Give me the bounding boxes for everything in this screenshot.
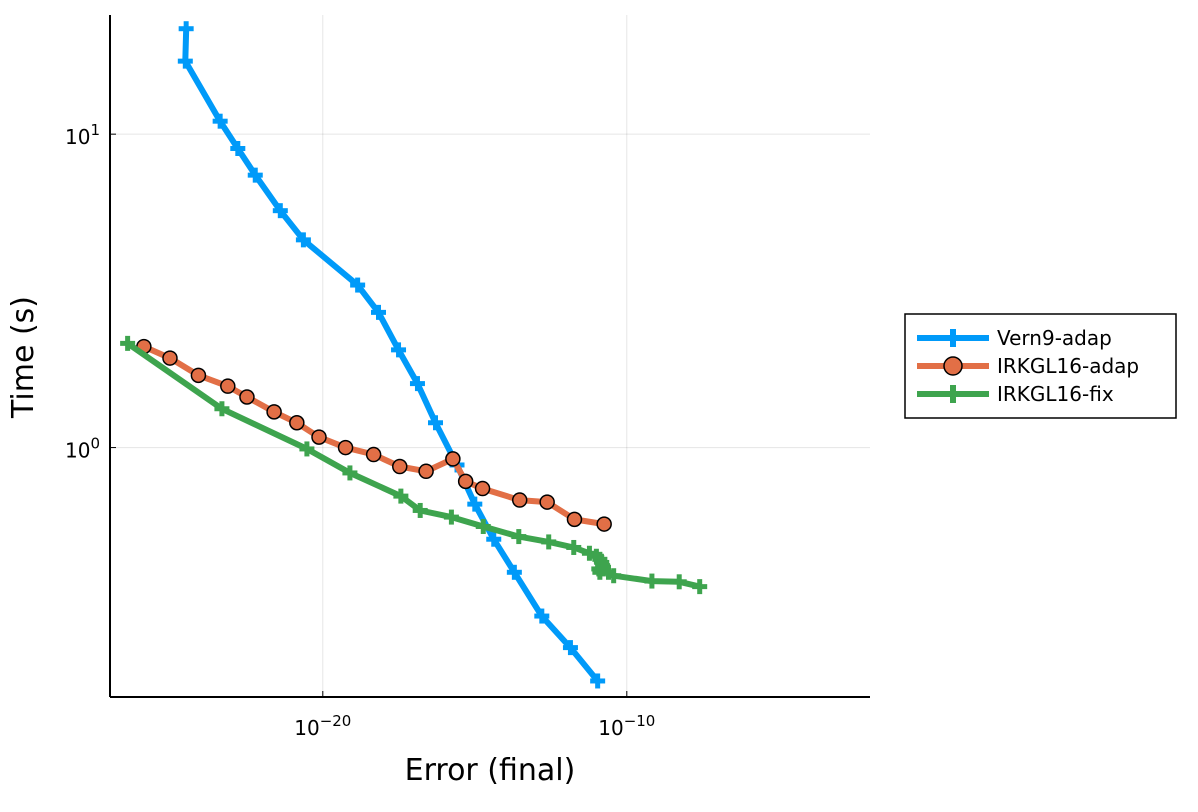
- series-Vern9-adap: [177, 21, 606, 689]
- data-point: [311, 429, 327, 445]
- legend-item: IRKGL16-fix: [917, 382, 1114, 406]
- data-point: [220, 378, 236, 394]
- series-line: [182, 25, 601, 684]
- data-point: [474, 480, 491, 497]
- data-point: [295, 232, 311, 248]
- y-tick-label: 101: [65, 121, 100, 149]
- data-point: [418, 463, 434, 480]
- data-point: [342, 465, 358, 481]
- legend-marker: [944, 385, 962, 403]
- data-point: [562, 640, 578, 656]
- legend-label: IRKGL16-fix: [997, 382, 1114, 406]
- data-point: [392, 458, 408, 475]
- data-point: [365, 446, 382, 463]
- data-point: [534, 608, 550, 624]
- data-point: [511, 492, 528, 508]
- data-point: [299, 441, 315, 457]
- legend-marker: [943, 356, 963, 376]
- data-point: [393, 488, 409, 504]
- data-point: [272, 203, 288, 219]
- y-axis-title: Time (s): [6, 296, 41, 419]
- data-point: [177, 53, 193, 69]
- data-point: [409, 376, 425, 392]
- data-point: [337, 439, 354, 456]
- data-point: [178, 21, 194, 37]
- data-point: [467, 496, 483, 512]
- plot-area: [120, 21, 708, 689]
- data-point: [230, 141, 246, 157]
- series-IRKGL16-fix: [120, 335, 708, 595]
- data-point: [443, 509, 459, 525]
- data-point: [212, 113, 228, 129]
- data-point: [511, 529, 527, 545]
- legend-label: Vern9-adap: [997, 326, 1112, 350]
- data-point: [350, 277, 366, 293]
- data-point: [506, 564, 522, 580]
- legend-item: IRKGL16-adap: [917, 354, 1139, 378]
- data-point: [541, 534, 557, 550]
- data-point: [457, 473, 474, 490]
- data-point: [371, 304, 387, 320]
- data-point: [692, 579, 708, 595]
- data-point: [412, 502, 428, 518]
- data-point: [445, 451, 461, 467]
- series-line: [140, 343, 608, 528]
- legend-marker: [944, 329, 962, 347]
- data-point: [539, 494, 555, 510]
- legend: Vern9-adap IRKGL16-adap IRKGL16-fix: [904, 313, 1177, 419]
- data-point: [239, 389, 255, 405]
- grid: [110, 15, 870, 697]
- data-point: [596, 516, 612, 532]
- data-point: [391, 342, 407, 358]
- data-point: [566, 539, 582, 555]
- data-point: [486, 531, 502, 547]
- data-point: [590, 673, 606, 689]
- series-IRKGL16-adap: [136, 338, 612, 532]
- tick-labels: 10−20 10−10 100 101: [65, 121, 655, 740]
- data-point: [428, 415, 444, 431]
- y-tick-label: 100: [65, 435, 100, 463]
- data-point: [606, 568, 622, 584]
- data-point: [247, 167, 263, 183]
- legend-label: IRKGL16-adap: [997, 354, 1139, 378]
- x-tick-label: 10−20: [294, 712, 351, 740]
- data-point: [289, 415, 305, 431]
- data-point: [644, 573, 660, 589]
- data-point: [266, 404, 282, 420]
- data-point: [214, 401, 230, 417]
- data-point: [475, 518, 491, 534]
- data-point: [162, 350, 178, 366]
- x-tick-label: 10−10: [598, 712, 655, 740]
- data-point: [566, 511, 583, 528]
- legend-item: Vern9-adap: [917, 326, 1112, 350]
- data-point: [120, 335, 136, 351]
- x-axis-title: Error (final): [405, 753, 576, 788]
- axes: [109, 15, 870, 698]
- data-point: [190, 367, 207, 384]
- data-point: [671, 574, 687, 590]
